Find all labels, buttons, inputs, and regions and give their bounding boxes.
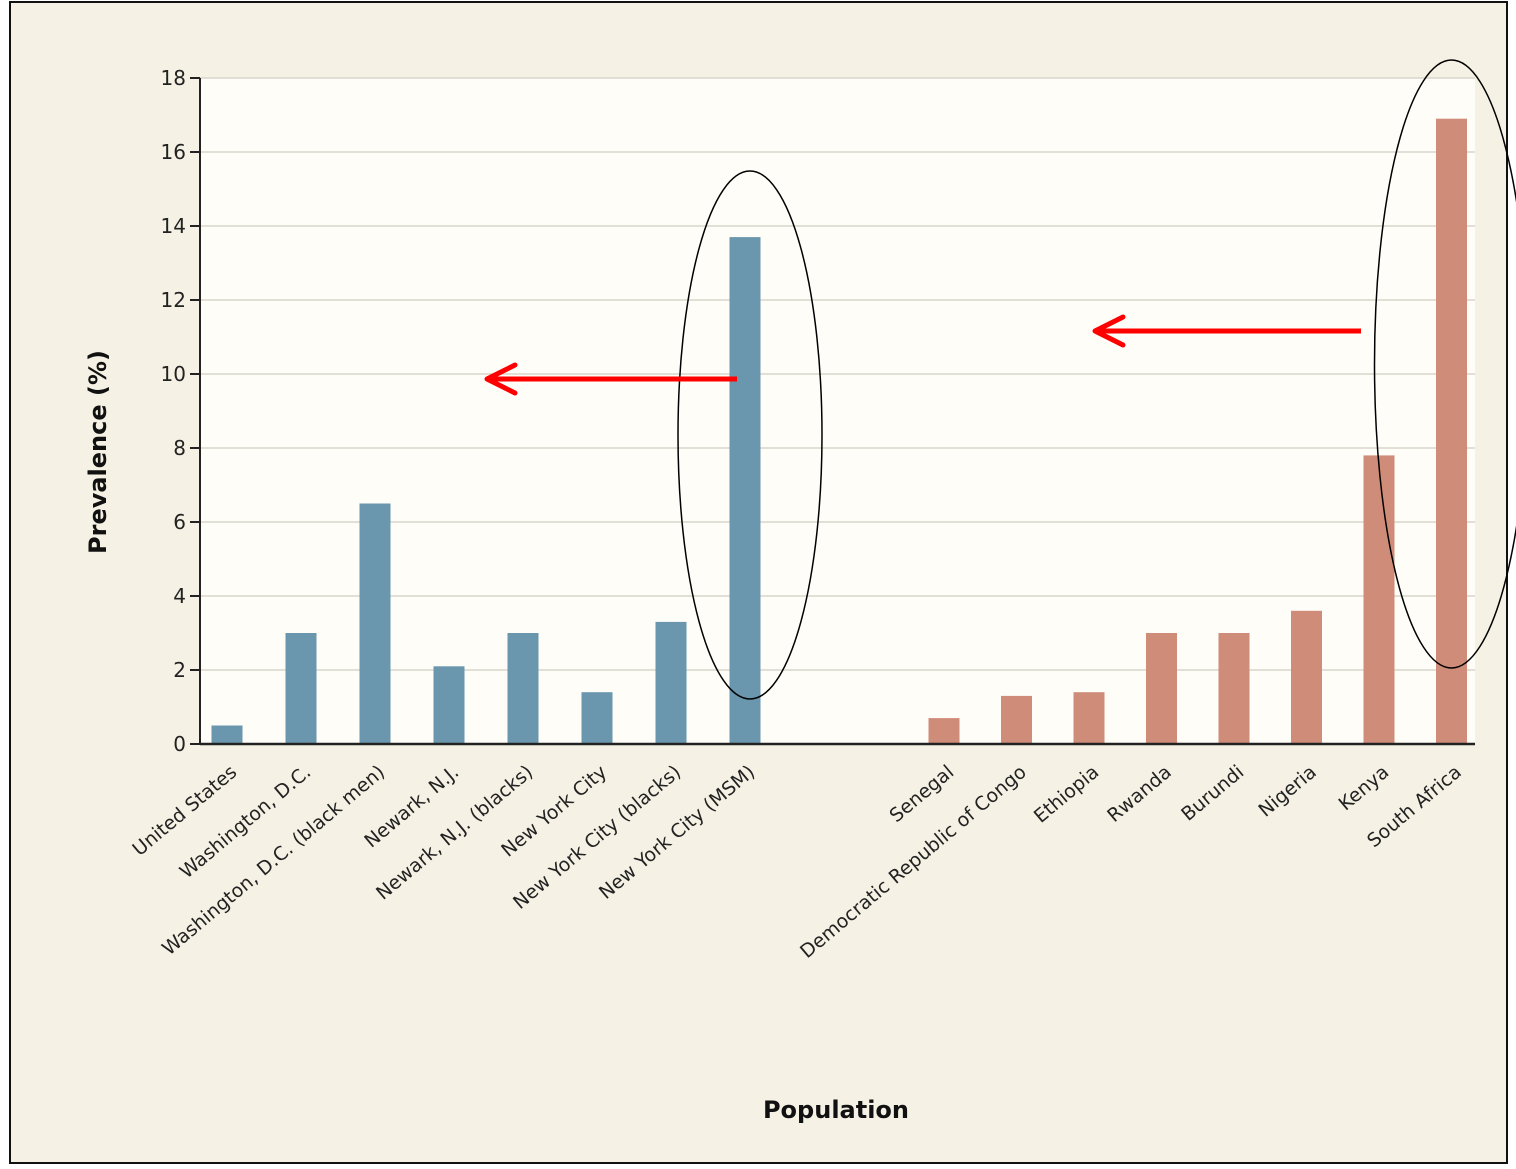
bar xyxy=(928,718,960,744)
bar xyxy=(1146,633,1177,744)
x-category-label: Burundi xyxy=(1177,761,1248,826)
y-tick-label: 12 xyxy=(161,288,186,312)
bar xyxy=(285,633,317,744)
bar xyxy=(507,633,539,744)
plot-area xyxy=(200,78,1475,744)
y-tick-label: 8 xyxy=(173,436,186,460)
y-tick-label: 6 xyxy=(173,510,186,534)
arrow-head xyxy=(484,362,518,396)
bar xyxy=(1001,695,1032,744)
y-tick-label: 10 xyxy=(161,362,186,386)
bars xyxy=(211,118,1467,744)
y-tick-labels: 0 2 4 6 8 10 12 14 16 18 xyxy=(161,66,186,756)
y-tick-label: 16 xyxy=(161,140,186,164)
bar xyxy=(433,666,465,744)
x-category-label: Kenya xyxy=(1335,761,1394,815)
bar xyxy=(1291,610,1322,744)
x-category-label: Senegal xyxy=(885,761,958,827)
bar xyxy=(581,692,613,744)
annotations xyxy=(484,59,1516,700)
y-tick-label: 2 xyxy=(173,658,186,682)
x-category-label: Washington, D.C. xyxy=(176,761,316,883)
highlight-ellipse xyxy=(1373,59,1516,669)
bar xyxy=(1436,118,1467,744)
x-category-label: Ethiopia xyxy=(1030,761,1103,828)
x-axis-title: Population xyxy=(763,1096,909,1124)
bar xyxy=(655,621,687,744)
y-tick-label: 0 xyxy=(173,732,186,756)
x-category-label: Nigeria xyxy=(1254,761,1320,822)
gridlines xyxy=(200,77,1475,671)
y-tick-label: 14 xyxy=(161,214,186,238)
bar xyxy=(1363,455,1395,744)
bar xyxy=(211,725,243,744)
y-tick-label: 4 xyxy=(173,584,186,608)
arrow-head xyxy=(1092,314,1126,348)
x-category-label: Rwanda xyxy=(1103,761,1175,827)
y-tick-label: 18 xyxy=(161,66,186,90)
bar xyxy=(359,503,391,744)
bar xyxy=(1218,633,1250,744)
bar xyxy=(729,237,761,744)
axes xyxy=(190,77,1475,746)
y-axis-title: Prevalence (%) xyxy=(84,350,112,554)
highlight-ellipse xyxy=(677,170,823,700)
bar xyxy=(1073,692,1105,744)
